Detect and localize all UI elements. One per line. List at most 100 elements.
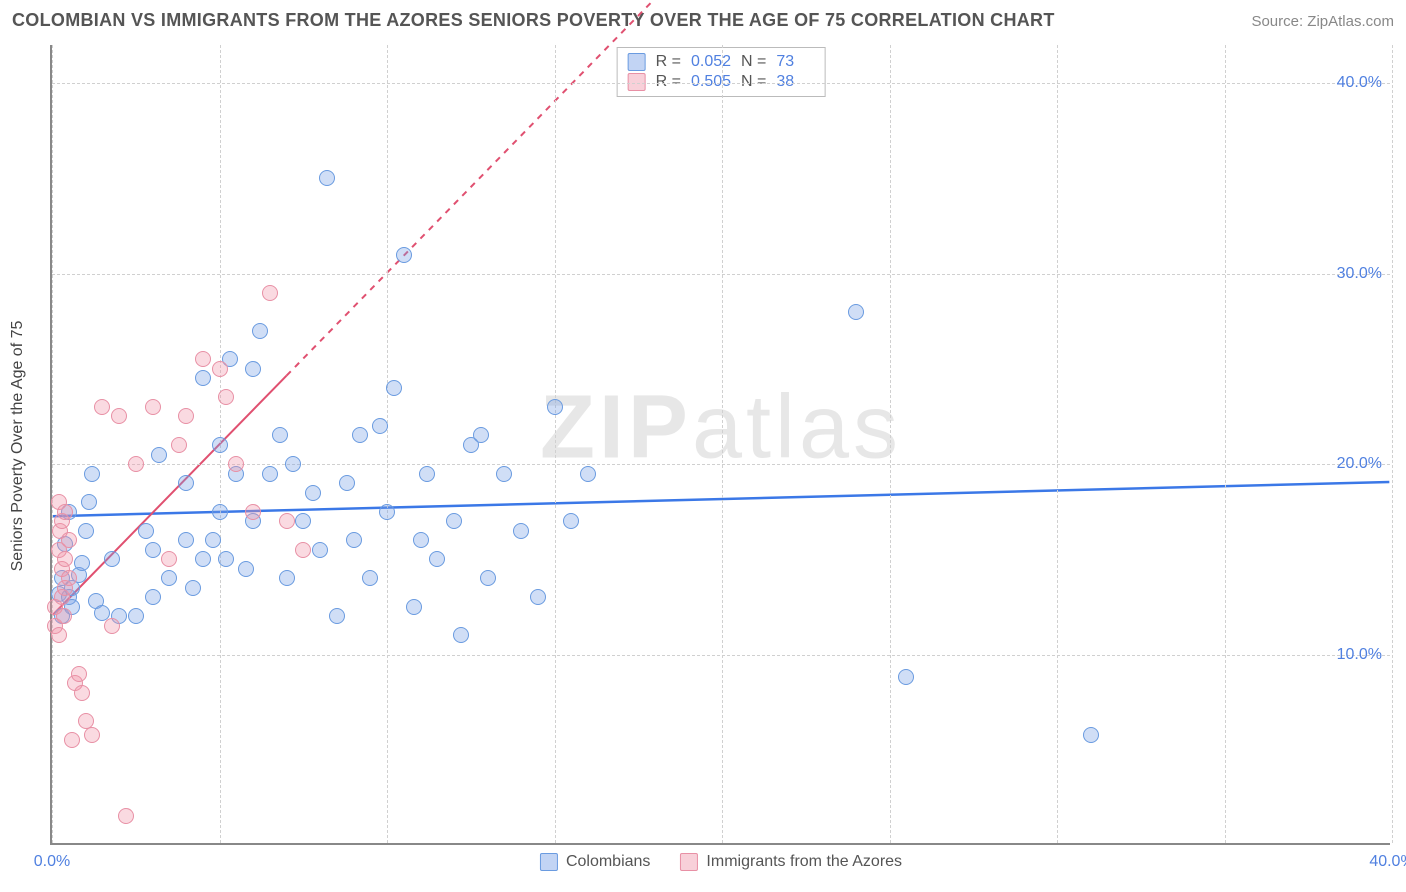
n-label: N =	[741, 73, 766, 91]
data-point	[128, 456, 144, 472]
data-point	[429, 551, 445, 567]
data-point	[61, 570, 77, 586]
n-label: N =	[741, 53, 766, 71]
r-value-0: 0.052	[691, 53, 731, 71]
data-point	[238, 561, 254, 577]
data-point	[513, 523, 529, 539]
data-point	[352, 427, 368, 443]
data-point	[362, 570, 378, 586]
data-point	[185, 580, 201, 596]
data-point	[295, 542, 311, 558]
stat-row-0: R = 0.052 N = 73	[628, 52, 815, 72]
data-point	[178, 475, 194, 491]
data-point	[446, 513, 462, 529]
data-point	[262, 466, 278, 482]
y-tick: 20.0%	[1337, 455, 1382, 473]
data-point	[413, 532, 429, 548]
data-point	[305, 485, 321, 501]
y-tick: 10.0%	[1337, 646, 1382, 664]
data-point	[386, 380, 402, 396]
data-point	[195, 551, 211, 567]
data-point	[138, 523, 154, 539]
data-point	[205, 532, 221, 548]
y-tick: 40.0%	[1337, 74, 1382, 92]
data-point	[74, 555, 90, 571]
data-point	[496, 466, 512, 482]
data-point	[94, 399, 110, 415]
n-value-0: 73	[776, 53, 814, 71]
data-point	[898, 669, 914, 685]
stat-row-1: R = 0.505 N = 38	[628, 72, 815, 92]
data-point	[245, 504, 261, 520]
data-point	[51, 627, 67, 643]
data-point	[145, 589, 161, 605]
data-point	[453, 627, 469, 643]
data-point	[57, 504, 73, 520]
data-point	[145, 542, 161, 558]
data-point	[848, 304, 864, 320]
data-point	[530, 589, 546, 605]
data-point	[312, 542, 328, 558]
data-point	[419, 466, 435, 482]
data-point	[473, 427, 489, 443]
legend-item-0: Colombians	[540, 853, 650, 871]
data-point	[145, 399, 161, 415]
x-tick: 0.0%	[34, 853, 70, 871]
data-point	[218, 551, 234, 567]
legend-label-1: Immigrants from the Azores	[706, 853, 902, 871]
data-point	[171, 437, 187, 453]
data-point	[161, 570, 177, 586]
data-point	[212, 437, 228, 453]
data-point	[64, 732, 80, 748]
data-point	[285, 456, 301, 472]
legend-label-0: Colombians	[566, 853, 650, 871]
data-point	[84, 466, 100, 482]
data-point	[372, 418, 388, 434]
data-point	[161, 551, 177, 567]
data-point	[228, 456, 244, 472]
swatch-azores	[628, 73, 646, 91]
data-point	[81, 494, 97, 510]
bottom-legend: Colombians Immigrants from the Azores	[540, 853, 902, 871]
data-point	[195, 351, 211, 367]
legend-item-1: Immigrants from the Azores	[680, 853, 902, 871]
data-point	[218, 389, 234, 405]
data-point	[118, 808, 134, 824]
r-label: R =	[656, 53, 681, 71]
data-point	[319, 170, 335, 186]
y-tick: 30.0%	[1337, 265, 1382, 283]
data-point	[252, 323, 268, 339]
data-point	[295, 513, 311, 529]
data-point	[84, 727, 100, 743]
data-point	[547, 399, 563, 415]
data-point	[104, 618, 120, 634]
data-point	[178, 532, 194, 548]
data-point	[178, 408, 194, 424]
data-point	[563, 513, 579, 529]
data-point	[151, 447, 167, 463]
data-point	[396, 247, 412, 263]
data-point	[57, 551, 73, 567]
data-point	[128, 608, 144, 624]
data-point	[195, 370, 211, 386]
n-value-1: 38	[776, 73, 814, 91]
y-axis-label: Seniors Poverty Over the Age of 75	[9, 321, 27, 572]
swatch-colombians	[628, 53, 646, 71]
data-point	[61, 532, 77, 548]
data-point	[56, 608, 72, 624]
data-point	[406, 599, 422, 615]
r-value-1: 0.505	[691, 73, 731, 91]
data-point	[212, 361, 228, 377]
r-label: R =	[656, 73, 681, 91]
data-point	[1083, 727, 1099, 743]
plot-area: ZIPatlas R = 0.052 N = 73 R = 0.505 N = …	[50, 45, 1390, 845]
data-point	[279, 513, 295, 529]
stat-legend: R = 0.052 N = 73 R = 0.505 N = 38	[617, 47, 826, 97]
x-tick: 40.0%	[1369, 853, 1406, 871]
legend-swatch-1	[680, 853, 698, 871]
data-point	[74, 685, 90, 701]
title-bar: COLOMBIAN VS IMMIGRANTS FROM THE AZORES …	[12, 10, 1394, 31]
data-point	[71, 666, 87, 682]
legend-swatch-0	[540, 853, 558, 871]
data-point	[329, 608, 345, 624]
